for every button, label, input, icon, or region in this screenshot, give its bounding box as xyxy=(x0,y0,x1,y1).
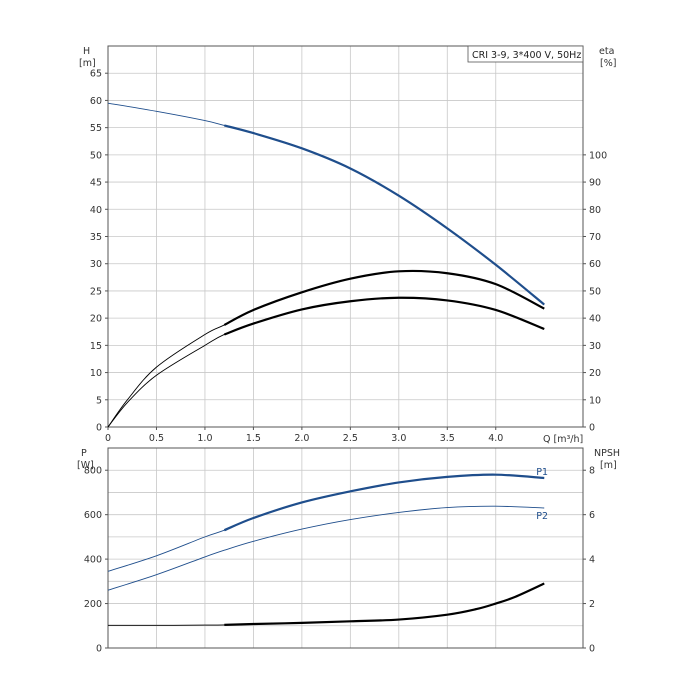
y-tick-label-left: 35 xyxy=(90,232,102,243)
series-line-efficiency-1 xyxy=(107,270,545,428)
y-tick-label-left: 0 xyxy=(96,644,102,655)
y-tick-label-left: 25 xyxy=(90,286,102,297)
y-tick-label-left: 55 xyxy=(90,123,102,134)
x-tick-label: 2.5 xyxy=(343,433,358,444)
y-tick-label-right: 6 xyxy=(589,510,595,521)
top-right-axis-unit: [%] xyxy=(600,58,616,69)
bottom-right-axis-title: NPSH xyxy=(594,448,620,459)
y-tick-label-right: 60 xyxy=(589,259,601,270)
y-tick-label-left: 600 xyxy=(84,510,102,521)
series-operating-range xyxy=(224,582,545,626)
y-tick-label-left: 0 xyxy=(96,423,102,434)
bottom-plot-frame xyxy=(107,447,584,649)
y-tick-label-right: 0 xyxy=(589,644,595,655)
y-tick-label-left: 5 xyxy=(96,395,102,406)
series-line-p2 xyxy=(107,505,545,591)
chart-title: CRI 3-9, 3*400 V, 50Hz xyxy=(472,50,581,61)
head-efficiency-panel: 0 5 10 15 20 25 30 35 40 45 50 55 60 65 0 10 20 30 40 50 60 7… xyxy=(79,45,616,445)
series-line-efficiency-2 xyxy=(107,297,545,428)
y-tick-label-left: 40 xyxy=(90,205,102,216)
x-tick-label: 4.0 xyxy=(488,433,503,444)
y-tick-label-right: 4 xyxy=(589,555,595,566)
y-tick-label-left: 200 xyxy=(84,599,102,610)
y-tick-label-left: 20 xyxy=(90,314,102,325)
y-tick-label-right: 2 xyxy=(589,599,595,610)
x-tick-label: 3.0 xyxy=(391,433,406,444)
x-tick-label: 3.5 xyxy=(440,433,455,444)
top-left-axis-title: H xyxy=(83,46,90,57)
y-tick-label-left: 45 xyxy=(90,178,102,189)
y-tick-label-left: 800 xyxy=(84,466,102,477)
series-operating-range xyxy=(223,296,545,336)
y-tick-label-left: 50 xyxy=(90,150,102,161)
x-axis-label: Q [m³/h] xyxy=(543,434,583,445)
bottom-left-axis-unit: [W] xyxy=(77,460,94,471)
y-tick-label-left: 400 xyxy=(84,555,102,566)
series-operating-range xyxy=(223,473,545,532)
title-box xyxy=(467,45,584,63)
y-tick-label-right: 20 xyxy=(589,368,601,379)
y-tick-label-right: 30 xyxy=(589,341,601,352)
x-tick-label: 0 xyxy=(105,433,111,444)
y-tick-label-left: 60 xyxy=(90,96,102,107)
series-label-p2: P2 xyxy=(536,511,548,522)
x-tick-label: 1.5 xyxy=(246,433,261,444)
x-tick-label: 0.5 xyxy=(149,433,164,444)
y-tick-label-right: 50 xyxy=(589,286,601,297)
series-operating-range xyxy=(224,124,545,306)
x-tick-label: 1.0 xyxy=(197,433,212,444)
series-line-p1 xyxy=(107,474,545,572)
y-tick-label-right: 0 xyxy=(589,423,595,434)
x-tick-label: 2.0 xyxy=(294,433,309,444)
series-line-npsh xyxy=(107,583,545,626)
top-right-axis-title: eta xyxy=(599,46,614,57)
y-tick-label-right: 100 xyxy=(589,150,607,161)
series-line-head xyxy=(107,102,545,305)
y-tick-label-right: 80 xyxy=(589,205,601,216)
y-tick-label-right: 90 xyxy=(589,178,601,189)
y-tick-label-left: 30 xyxy=(90,259,102,270)
y-tick-label-left: 15 xyxy=(90,341,102,352)
y-tick-label-right: 40 xyxy=(589,314,601,325)
series-label-p1: P1 xyxy=(536,467,548,478)
series-operating-range xyxy=(223,269,545,326)
bottom-right-axis-unit: [m] xyxy=(600,460,617,471)
y-tick-label-right: 8 xyxy=(589,466,595,477)
power-npsh-panel: 0 200 400 600 800 0 2 4 6 8 P1 P2 P [W] NPSH [m] xyxy=(77,447,620,655)
top-left-axis-unit: [m] xyxy=(79,58,96,69)
y-tick-label-left: 65 xyxy=(90,69,102,80)
y-tick-label-left: 10 xyxy=(90,368,102,379)
y-tick-label-right: 10 xyxy=(589,395,601,406)
y-tick-label-right: 70 xyxy=(589,232,601,243)
bottom-left-axis-title: P xyxy=(81,448,87,459)
